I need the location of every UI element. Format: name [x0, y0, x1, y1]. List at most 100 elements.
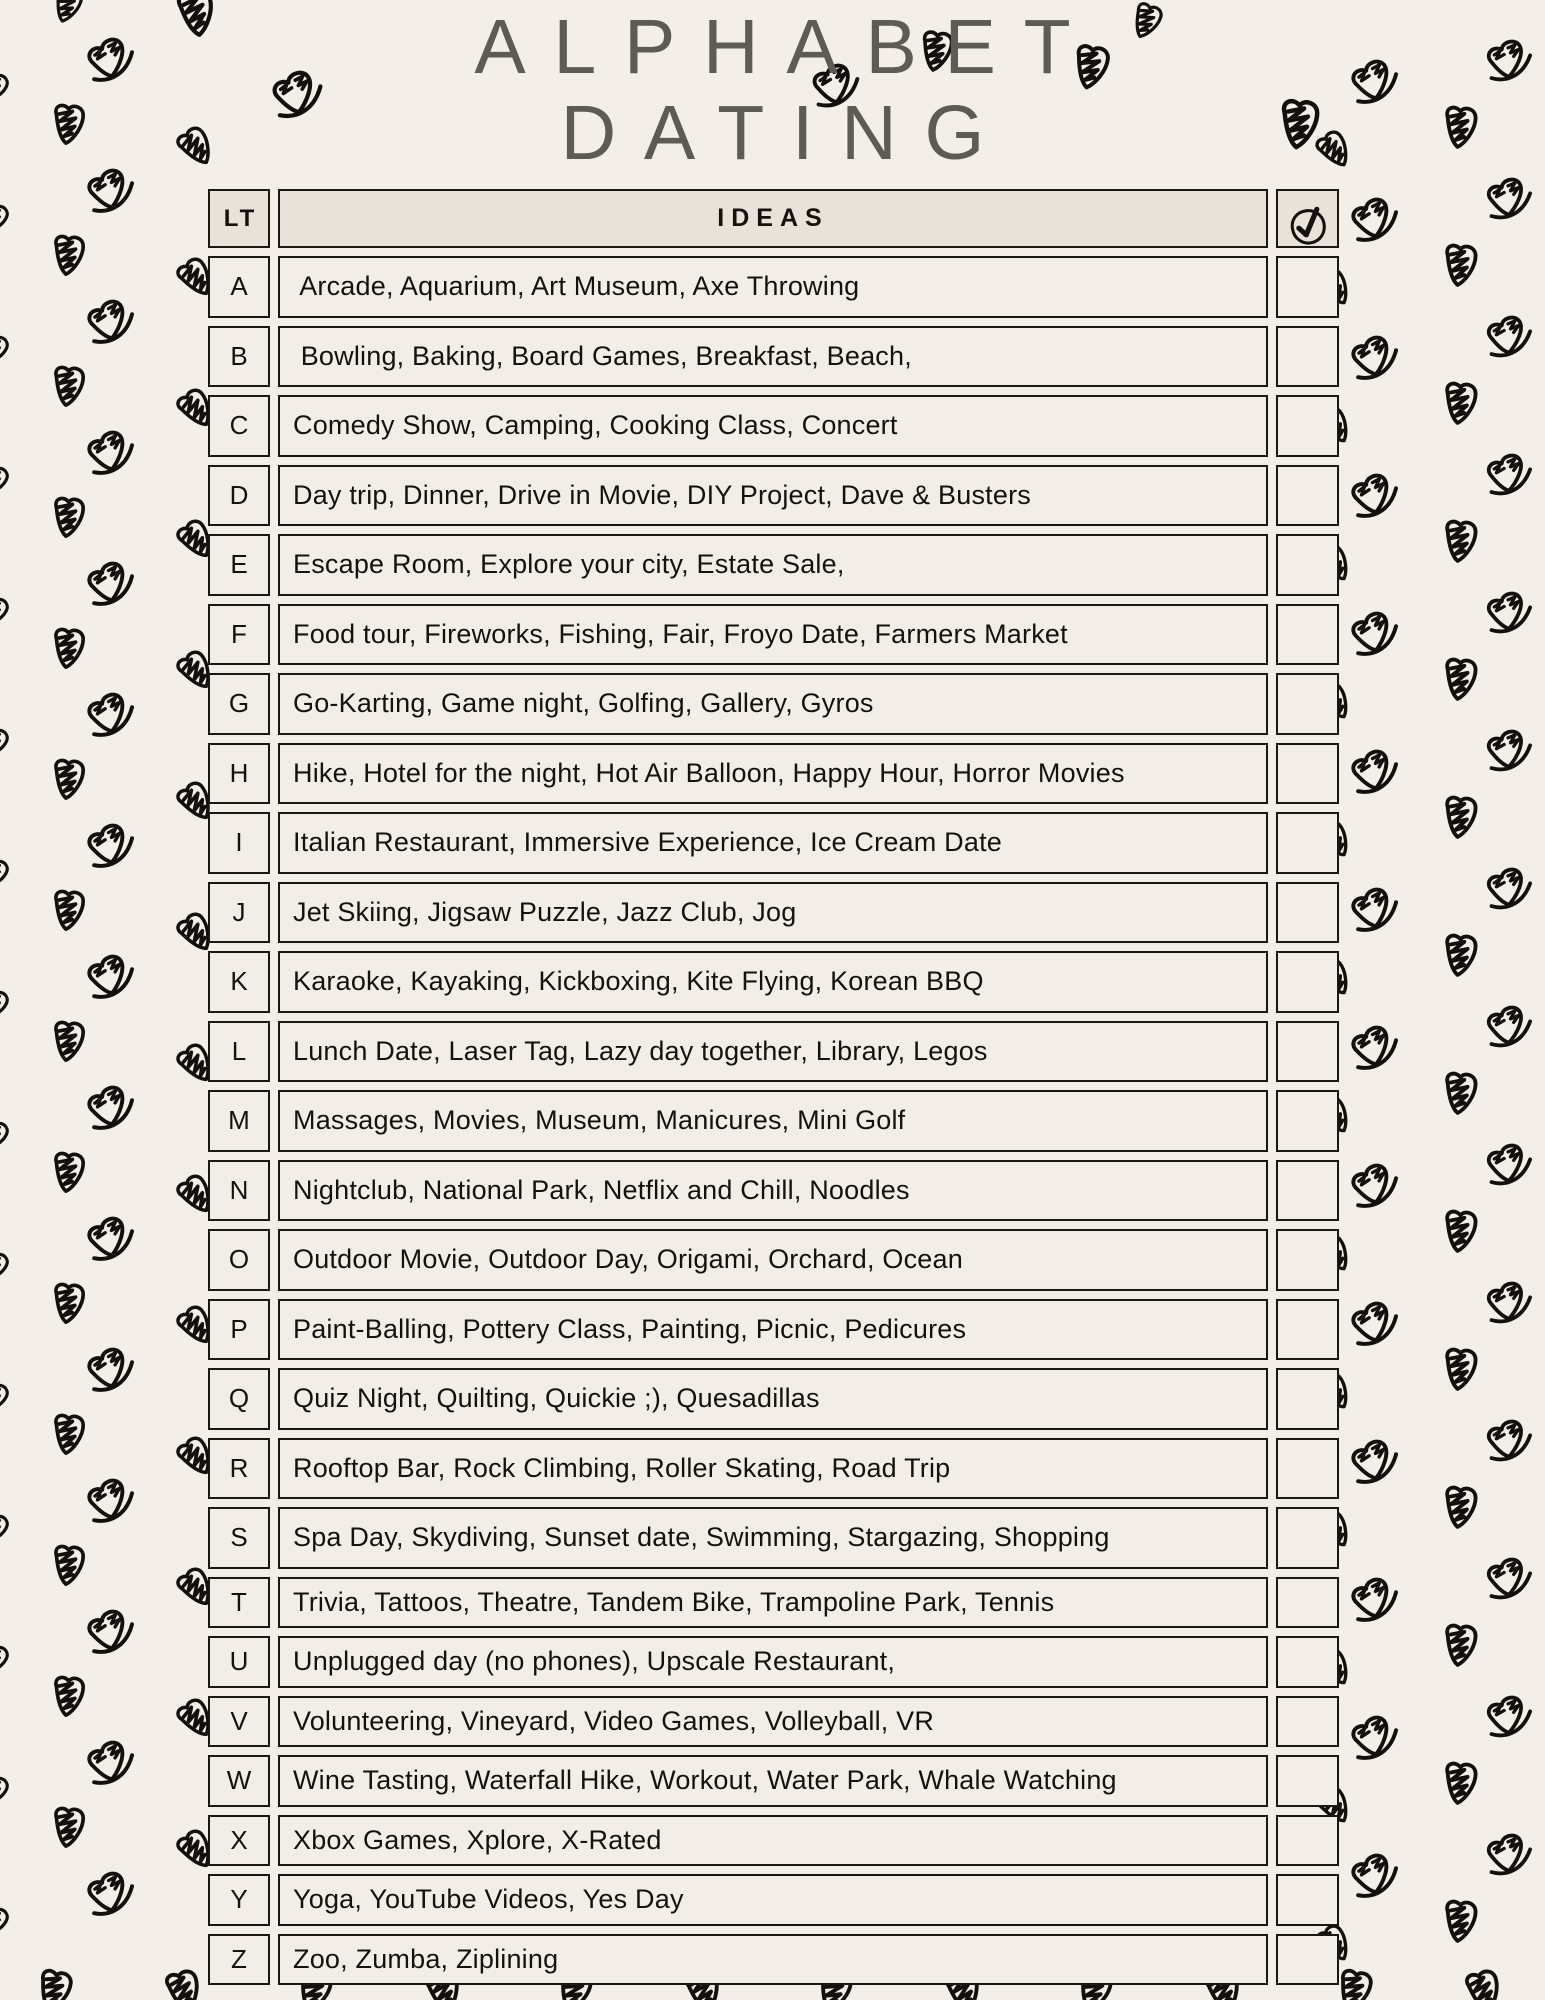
- checkbox-cell[interactable]: [1276, 812, 1339, 874]
- doodle-heart-icon: [0, 326, 16, 377]
- doodle-heart-icon: [78, 422, 148, 489]
- table-row: L Lunch Date, Laser Tag, Lazy day togeth…: [208, 1020, 1339, 1082]
- ideas-cell: Outdoor Movie, Outdoor Day, Origami, Orc…: [278, 1229, 1268, 1291]
- checkbox-cell[interactable]: [1276, 1636, 1339, 1688]
- table-row: R Rooftop Bar, Rock Climbing, Roller Ska…: [208, 1437, 1339, 1499]
- table-row: J Jet Skiing, Jigsaw Puzzle, Jazz Club, …: [208, 881, 1339, 943]
- doodle-heart-icon: [0, 195, 16, 246]
- letter-cell: E: [208, 534, 270, 596]
- doodle-heart-icon: [49, 624, 90, 673]
- doodle-heart-icon: [1342, 1707, 1412, 1774]
- doodle-heart-icon: [1440, 1206, 1482, 1257]
- letter-cell: V: [208, 1695, 270, 1747]
- doodle-heart-icon: [0, 1505, 16, 1556]
- checkbox-cell[interactable]: [1276, 1020, 1339, 1082]
- doodle-heart-icon: [49, 493, 90, 542]
- header-check-cell: [1276, 189, 1339, 248]
- ideas-cell: Bowling, Baking, Board Games, Breakfast,…: [278, 325, 1268, 387]
- doodle-heart-icon: [49, 1803, 90, 1852]
- doodle-heart-icon: [78, 1077, 148, 1144]
- ideas-cell: Karaoke, Kayaking, Kickboxing, Kite Flyi…: [278, 951, 1268, 1013]
- letter-cell: D: [208, 464, 270, 526]
- checkbox-cell[interactable]: [1276, 256, 1339, 318]
- table-row: Y Yoga, YouTube Videos, Yes Day: [208, 1874, 1339, 1926]
- ideas-cell: Volunteering, Vineyard, Video Games, Vol…: [278, 1695, 1268, 1747]
- ideas-cell: Comedy Show, Camping, Cooking Class, Con…: [278, 395, 1268, 457]
- letter-cell: H: [208, 742, 270, 804]
- doodle-heart-icon: [0, 588, 16, 639]
- ideas-cell: Food tour, Fireworks, Fishing, Fair, Fro…: [278, 603, 1268, 665]
- checkbox-cell[interactable]: [1276, 1933, 1339, 1985]
- letter-cell: W: [208, 1755, 270, 1807]
- doodle-heart-icon: [1440, 654, 1482, 705]
- doodle-heart-icon: [78, 1732, 148, 1799]
- doodle-heart-icon: [1440, 1344, 1482, 1395]
- doodle-heart-icon: [1342, 327, 1412, 394]
- checkbox-cell[interactable]: [1276, 1874, 1339, 1926]
- checkbox-cell[interactable]: [1276, 1507, 1339, 1569]
- table-row: P Paint-Balling, Pottery Class, Painting…: [208, 1298, 1339, 1360]
- table-row: I Italian Restaurant, Immersive Experien…: [208, 812, 1339, 874]
- checkbox-cell[interactable]: [1276, 395, 1339, 457]
- doodle-heart-icon: [1479, 1275, 1544, 1336]
- checkbox-cell[interactable]: [1276, 1437, 1339, 1499]
- table-row: E Escape Room, Explore your city, Estate…: [208, 534, 1339, 596]
- ideas-cell: Quiz Night, Quilting, Quickie ;), Quesad…: [278, 1368, 1268, 1430]
- doodle-heart-icon: [31, 1965, 79, 2000]
- doodle-heart-icon: [1342, 1017, 1412, 1084]
- table-row: M Massages, Movies, Museum, Manicures, M…: [208, 1090, 1339, 1152]
- page-title: ALPHABET DATING: [0, 4, 1545, 176]
- table-row: V Volunteering, Vineyard, Video Games, V…: [208, 1695, 1339, 1747]
- checkbox-cell[interactable]: [1276, 951, 1339, 1013]
- table-row: C Comedy Show, Camping, Cooking Class, C…: [208, 395, 1339, 457]
- table-row: U Unplugged day (no phones), Upscale Res…: [208, 1636, 1339, 1688]
- doodle-heart-icon: [1342, 1431, 1412, 1498]
- checkbox-cell[interactable]: [1276, 1229, 1339, 1291]
- letter-cell: X: [208, 1814, 270, 1866]
- checkbox-cell[interactable]: [1276, 1576, 1339, 1628]
- checkbox-cell[interactable]: [1276, 1695, 1339, 1747]
- doodle-heart-icon: [1479, 447, 1544, 508]
- doodle-heart-icon: [49, 362, 90, 411]
- ideas-cell: Unplugged day (no phones), Upscale Resta…: [278, 1636, 1268, 1688]
- checkbox-cell[interactable]: [1276, 881, 1339, 943]
- doodle-heart-icon: [0, 1112, 16, 1163]
- doodle-heart-icon: [1440, 792, 1482, 843]
- doodle-heart-icon: [1479, 1137, 1544, 1198]
- letter-cell: Y: [208, 1874, 270, 1926]
- checkbox-cell[interactable]: [1276, 1298, 1339, 1360]
- table-row: Z Zoo, Zumba, Ziplining: [208, 1933, 1339, 1985]
- doodle-heart-icon: [49, 1541, 90, 1590]
- doodle-heart-icon: [0, 457, 16, 508]
- checkbox-cell[interactable]: [1276, 673, 1339, 735]
- header-letter-cell: LT: [208, 189, 270, 248]
- table-row: D Day trip, Dinner, Drive in Movie, DIY …: [208, 464, 1339, 526]
- checkbox-cell[interactable]: [1276, 1814, 1339, 1866]
- ideas-cell: Go-Karting, Game night, Golfing, Gallery…: [278, 673, 1268, 735]
- doodle-heart-icon: [1479, 309, 1544, 370]
- doodle-heart-icon: [0, 1374, 16, 1425]
- checkbox-cell[interactable]: [1276, 325, 1339, 387]
- doodle-heart-icon: [1342, 1293, 1412, 1360]
- checkbox-cell[interactable]: [1276, 464, 1339, 526]
- checkbox-cell[interactable]: [1276, 534, 1339, 596]
- ideas-cell: Escape Room, Explore your city, Estate S…: [278, 534, 1268, 596]
- checkbox-cell[interactable]: [1276, 742, 1339, 804]
- doodle-heart-icon: [1342, 1845, 1412, 1912]
- checkbox-cell[interactable]: [1276, 1090, 1339, 1152]
- table-row: K Karaoke, Kayaking, Kickboxing, Kite Fl…: [208, 951, 1339, 1013]
- checkbox-cell[interactable]: [1276, 1368, 1339, 1430]
- letter-cell: T: [208, 1576, 270, 1628]
- checkbox-cell[interactable]: [1276, 603, 1339, 665]
- doodle-heart-icon: [78, 1863, 148, 1930]
- letter-cell: G: [208, 673, 270, 735]
- doodle-heart-icon: [78, 1208, 148, 1275]
- checkbox-cell[interactable]: [1276, 1159, 1339, 1221]
- doodle-heart-icon: [1440, 930, 1482, 981]
- doodle-heart-icon: [1440, 378, 1482, 429]
- checkbox-cell[interactable]: [1276, 1755, 1339, 1807]
- doodle-heart-icon: [49, 886, 90, 935]
- doodle-heart-icon: [1479, 171, 1544, 232]
- ideas-cell: Zoo, Zumba, Ziplining: [278, 1933, 1268, 1985]
- letter-cell: B: [208, 325, 270, 387]
